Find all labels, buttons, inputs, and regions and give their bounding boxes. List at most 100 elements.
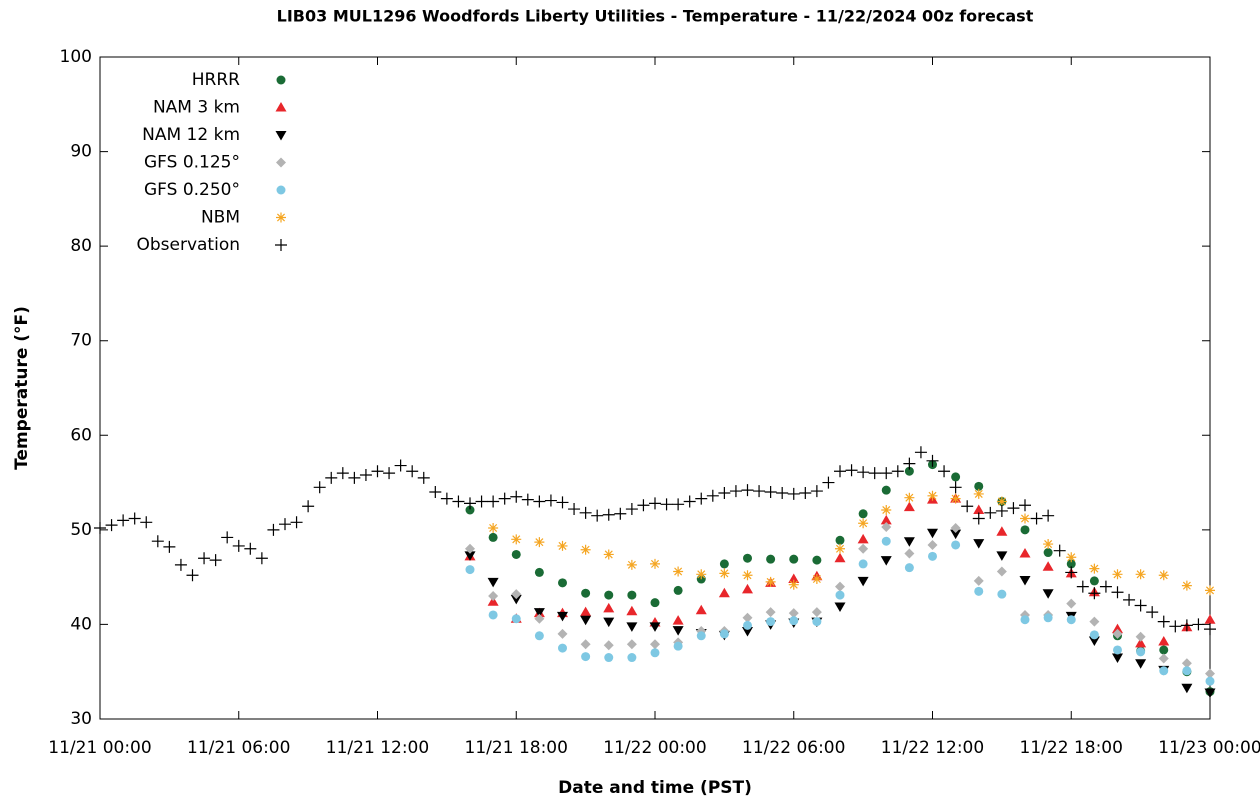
data-point	[789, 616, 799, 626]
data-point	[649, 497, 661, 510]
data-point	[1042, 561, 1054, 571]
data-point	[650, 639, 660, 650]
data-point	[603, 549, 614, 560]
data-point	[673, 641, 683, 651]
data-point	[974, 481, 984, 491]
data-point	[1043, 539, 1054, 550]
data-point	[904, 492, 915, 503]
data-point	[209, 554, 222, 567]
data-point	[973, 504, 985, 514]
data-point	[1111, 586, 1124, 599]
data-point	[996, 566, 1007, 577]
data-point	[626, 639, 637, 650]
data-point	[972, 512, 985, 525]
data-point	[511, 534, 522, 545]
data-point	[881, 522, 892, 533]
data-point	[695, 492, 708, 505]
legend-marker	[275, 239, 287, 251]
legend-marker	[275, 102, 287, 112]
data-point	[788, 579, 799, 590]
data-point	[719, 568, 730, 579]
data-point	[834, 602, 846, 612]
data-point	[1043, 613, 1053, 623]
data-point	[174, 558, 187, 571]
data-point	[488, 532, 498, 542]
legend-marker	[276, 185, 286, 195]
data-point	[1089, 630, 1099, 640]
data-point	[558, 643, 567, 653]
data-point	[984, 506, 997, 519]
data-point	[510, 490, 523, 503]
data-point	[557, 628, 568, 639]
data-point	[1066, 552, 1077, 563]
data-point	[1181, 658, 1192, 669]
data-point	[857, 533, 869, 544]
y-tick-label: 60	[70, 425, 92, 445]
data-point	[464, 497, 476, 510]
data-point	[903, 501, 915, 512]
data-point	[1134, 599, 1147, 612]
legend-marker	[275, 131, 287, 141]
data-point	[673, 566, 684, 577]
data-point	[938, 465, 951, 478]
data-point	[741, 484, 754, 497]
data-point	[511, 549, 521, 559]
data-point	[891, 465, 904, 478]
data-point	[232, 539, 245, 552]
data-point	[1112, 628, 1123, 639]
data-point	[903, 457, 916, 470]
data-point	[1135, 631, 1146, 642]
data-point	[926, 454, 939, 467]
data-point	[766, 554, 776, 564]
data-point	[1158, 635, 1170, 646]
data-point	[1019, 548, 1031, 558]
data-point	[117, 514, 130, 527]
data-point	[140, 516, 153, 529]
data-point	[787, 487, 800, 500]
data-point	[1020, 525, 1030, 535]
data-point	[696, 569, 707, 580]
data-point	[1182, 666, 1192, 676]
data-point	[475, 495, 488, 508]
data-point	[558, 578, 567, 588]
data-point	[857, 466, 870, 479]
data-point	[904, 563, 914, 573]
data-point	[858, 518, 869, 529]
y-tick-label: 40	[70, 614, 92, 634]
data-point	[1205, 676, 1215, 686]
data-point	[1158, 653, 1169, 664]
data-point	[533, 608, 545, 618]
data-point	[604, 653, 614, 663]
data-point	[557, 540, 568, 551]
data-point	[1065, 566, 1078, 579]
data-point	[591, 509, 604, 522]
data-point	[1123, 593, 1136, 606]
data-point	[279, 518, 291, 531]
data-point	[487, 577, 499, 588]
data-point	[579, 506, 592, 519]
data-point	[650, 648, 660, 658]
data-point	[267, 523, 280, 536]
data-point	[1159, 666, 1169, 676]
legend-label: NBM	[201, 208, 240, 228]
data-point	[672, 615, 684, 625]
data-point	[498, 492, 511, 505]
data-point	[302, 500, 315, 513]
data-point	[880, 556, 892, 566]
data-point	[811, 607, 822, 618]
data-point	[1136, 647, 1146, 657]
data-point	[1076, 580, 1089, 593]
data-point	[534, 567, 544, 577]
data-point	[1112, 623, 1123, 634]
data-point	[951, 540, 961, 550]
data-point	[973, 575, 984, 586]
data-point	[221, 531, 234, 544]
data-point	[510, 594, 522, 605]
x-tick-label: 11/22 00:00	[603, 738, 706, 758]
data-point	[789, 554, 799, 564]
data-point	[94, 521, 106, 534]
data-point	[1204, 688, 1216, 699]
legend-label: NAM 12 km	[142, 125, 240, 145]
data-point	[534, 537, 545, 548]
